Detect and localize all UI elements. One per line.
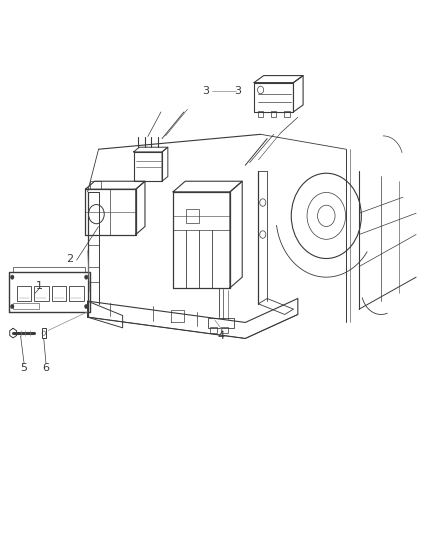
Bar xyxy=(69,286,84,301)
Bar xyxy=(271,111,276,117)
Bar xyxy=(52,286,66,301)
Text: 4: 4 xyxy=(217,331,224,341)
Bar xyxy=(210,327,217,333)
Bar xyxy=(42,328,46,338)
Bar xyxy=(221,327,228,333)
Bar xyxy=(90,181,101,189)
Text: 6: 6 xyxy=(42,363,49,373)
Text: 1: 1 xyxy=(36,281,43,290)
Text: 3: 3 xyxy=(234,86,241,95)
Text: 5: 5 xyxy=(21,363,28,373)
Circle shape xyxy=(11,304,14,309)
Text: 3: 3 xyxy=(202,86,209,95)
Circle shape xyxy=(85,304,88,309)
Bar xyxy=(208,318,234,328)
Bar xyxy=(186,209,199,223)
Bar xyxy=(17,286,31,301)
Bar xyxy=(284,111,290,117)
Circle shape xyxy=(11,275,14,279)
Text: 2: 2 xyxy=(67,254,74,263)
Bar xyxy=(34,286,49,301)
Bar xyxy=(13,303,39,309)
Bar xyxy=(258,111,263,117)
Circle shape xyxy=(85,275,88,279)
Bar xyxy=(13,266,85,272)
